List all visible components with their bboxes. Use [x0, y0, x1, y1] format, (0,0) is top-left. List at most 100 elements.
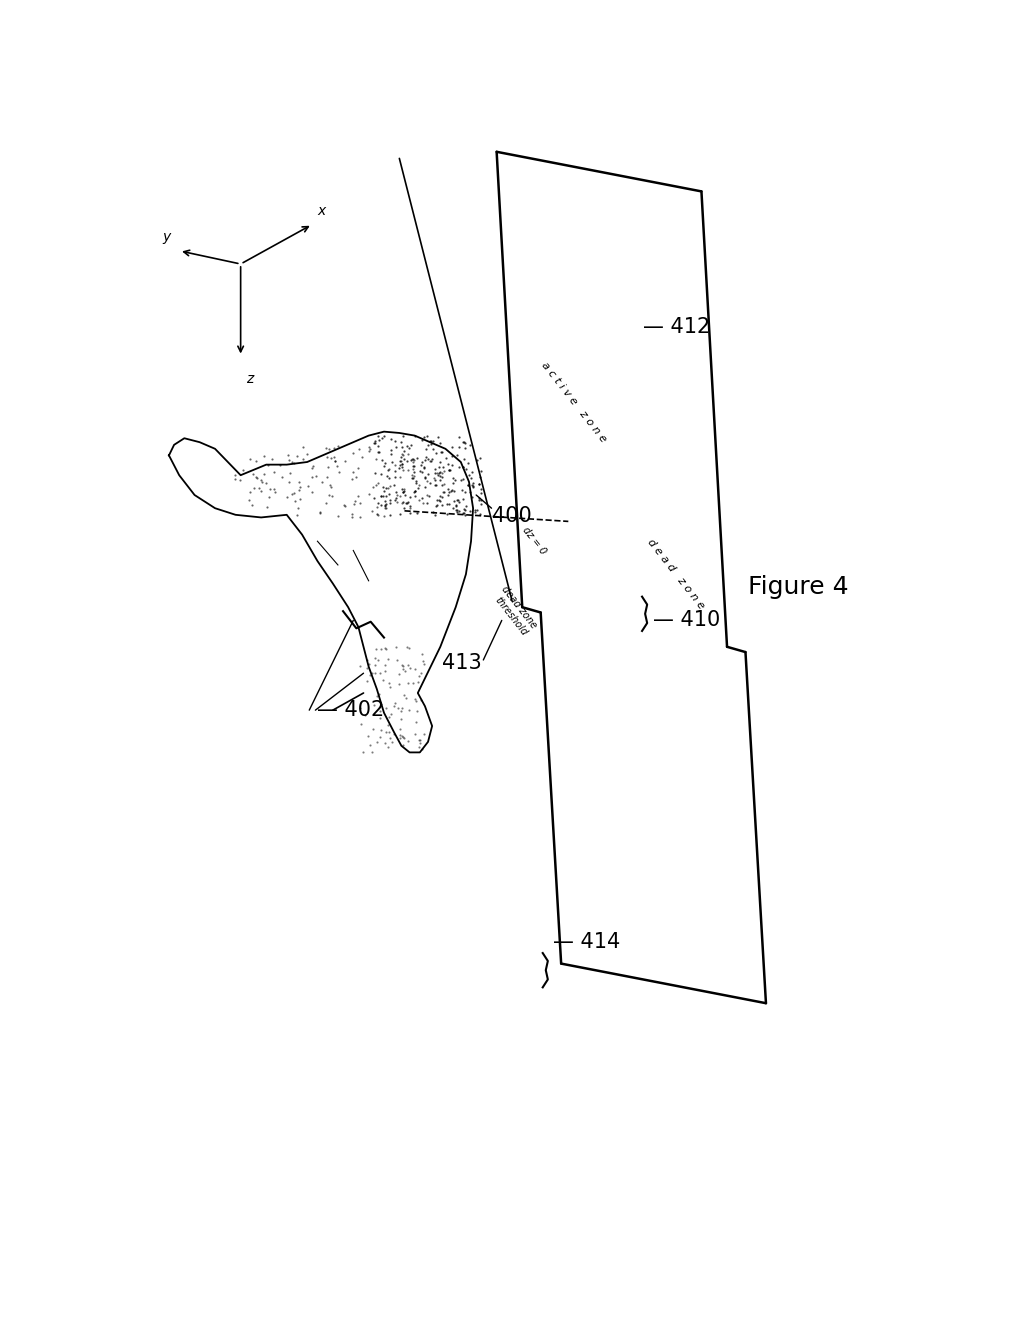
Point	[427, 462, 443, 483]
Point	[406, 461, 422, 482]
Point	[376, 455, 392, 477]
Point	[373, 719, 389, 741]
Point	[382, 504, 398, 525]
Point	[368, 474, 384, 495]
Point	[469, 499, 485, 520]
Point	[291, 479, 307, 500]
Point	[462, 434, 478, 455]
Point	[318, 446, 335, 467]
Point	[262, 478, 279, 499]
Point	[406, 458, 422, 479]
Point	[408, 711, 424, 733]
Point	[382, 676, 398, 697]
Point	[399, 491, 416, 512]
Point	[394, 726, 411, 747]
Point	[419, 470, 435, 491]
Point	[354, 741, 371, 762]
Point	[227, 465, 244, 486]
Point	[418, 447, 434, 469]
Point	[361, 438, 378, 459]
Point	[395, 478, 412, 499]
Point	[377, 660, 393, 681]
Point	[446, 480, 463, 502]
Point	[457, 504, 473, 525]
Point	[431, 466, 447, 487]
Point	[264, 449, 281, 470]
Point	[356, 705, 373, 726]
Point	[451, 500, 467, 521]
Point	[394, 453, 411, 474]
Point	[399, 673, 416, 694]
Point	[391, 457, 408, 478]
Point	[377, 494, 393, 515]
Point	[373, 463, 389, 484]
Point	[376, 426, 392, 447]
Point	[289, 445, 305, 466]
Point	[380, 478, 396, 499]
Point	[422, 473, 438, 494]
Point	[451, 437, 467, 458]
Point	[408, 471, 424, 492]
Point	[383, 429, 399, 450]
Point	[396, 498, 413, 519]
Point	[367, 663, 383, 684]
Point	[394, 454, 411, 475]
Point	[394, 491, 411, 512]
Point	[245, 463, 261, 484]
Point	[370, 649, 386, 671]
Point	[387, 455, 403, 477]
Text: Figure 4: Figure 4	[748, 576, 848, 599]
Point	[393, 709, 410, 730]
Point	[369, 496, 385, 517]
Point	[292, 488, 308, 510]
Point	[360, 436, 377, 457]
Point	[369, 685, 385, 706]
Point	[382, 475, 398, 496]
Point	[412, 474, 428, 495]
Point	[329, 455, 345, 477]
Point	[432, 490, 449, 511]
Point	[418, 438, 434, 459]
Point	[395, 480, 412, 502]
Point	[368, 655, 384, 676]
Point	[284, 451, 300, 473]
Point	[284, 483, 300, 504]
Point	[291, 471, 307, 492]
Point	[253, 480, 269, 502]
Point	[384, 731, 400, 752]
Point	[434, 475, 451, 496]
Point	[400, 459, 417, 480]
Point	[433, 487, 450, 508]
Point	[367, 648, 383, 669]
Point	[381, 706, 397, 727]
Point	[419, 484, 435, 506]
Point	[423, 450, 439, 471]
Point	[369, 504, 385, 525]
Text: — 414: — 414	[553, 932, 621, 953]
Point	[426, 467, 442, 488]
Point	[376, 506, 392, 527]
Point	[354, 446, 371, 467]
Point	[421, 430, 437, 451]
Point	[348, 466, 365, 487]
Point	[439, 479, 456, 500]
Point	[364, 663, 380, 684]
Point	[394, 457, 411, 478]
Point	[435, 482, 452, 503]
Text: 413: 413	[441, 652, 481, 673]
Point	[323, 477, 339, 498]
Point	[458, 458, 474, 479]
Point	[373, 693, 389, 714]
Point	[331, 462, 347, 483]
Point	[396, 440, 413, 461]
Point	[286, 482, 302, 503]
Point	[472, 503, 488, 524]
Point	[407, 480, 423, 502]
Point	[439, 503, 456, 524]
Point	[467, 500, 483, 521]
Point	[411, 737, 427, 758]
Point	[370, 425, 386, 446]
Point	[417, 466, 433, 487]
Point	[374, 450, 390, 471]
Point	[400, 730, 417, 751]
